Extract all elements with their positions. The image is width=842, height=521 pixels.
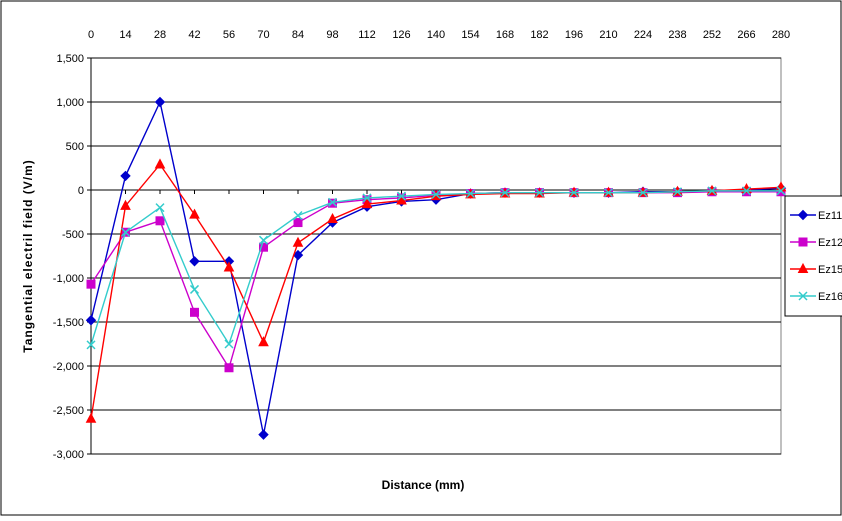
point-x [672,187,683,197]
y-tick-label: -2,000 [53,361,84,373]
point-x [465,188,476,199]
x-tick-label: 196 [565,29,583,41]
point-diamond [154,96,166,108]
legend-item-ez12: Ez12 [790,237,842,249]
point-square [293,218,303,228]
legend-label: Ez15 [818,264,842,276]
y-tick-label: 1,500 [56,53,84,65]
x-tick-label: 280 [772,29,790,41]
point-x [327,197,338,207]
point-triangle [292,236,304,247]
point-x [86,340,96,350]
gridlines [91,57,781,455]
x-tick-label: 42 [188,29,200,41]
point-square [190,307,199,317]
y-tick-label: -2,500 [53,405,84,417]
legend: Ez11 Ez12 Ez15 Ez16 [784,195,842,317]
point-triangle [85,412,97,423]
x-tick-label: 154 [461,29,479,41]
point-x [569,188,579,198]
point-triangle [361,198,373,209]
point-x [534,188,545,198]
y-tick-label: -1,000 [53,273,84,285]
point-x [431,189,441,199]
point-triangle [396,194,407,205]
point-diamond [258,429,269,440]
point-x [638,188,648,198]
y-tick-label: 0 [78,185,84,197]
series-ez16 [86,186,786,350]
point-x [362,193,372,203]
point-x [155,203,165,213]
x-tick-label: 84 [292,29,304,41]
point-triangle [120,199,131,210]
series-group [85,96,787,440]
point-square [798,237,808,247]
point-triangle [797,262,809,273]
legend-item-ez15: Ez15 [790,262,842,276]
legend-item-ez11: Ez11 [790,209,842,222]
x-tick-label: 252 [703,29,721,41]
point-diamond [189,256,200,267]
x-axis-title: Distance (mm) [382,478,465,492]
x-tick-label: 140 [427,29,445,41]
x-tick-label: 98 [326,29,338,41]
x-tick-label: 210 [599,29,617,41]
x-tick-label: 56 [223,29,235,41]
point-square [259,242,268,252]
x-tick-label: 224 [634,29,652,41]
legend-label: Ez12 [818,237,842,249]
point-triangle [223,261,235,272]
point-x [798,291,808,301]
point-x [776,186,786,196]
y-tick-label: -500 [62,229,84,241]
point-diamond [797,209,809,221]
point-diamond [120,170,131,182]
point-x [189,284,200,294]
y-tick-label: 1,000 [56,97,84,109]
point-x [396,191,407,201]
x-tick-label: 28 [154,29,166,41]
point-triangle [258,336,269,347]
legend-label: Ez11 [818,210,842,222]
y-tick-label: -1,500 [53,317,84,329]
x-tick-label: 168 [496,29,514,41]
point-triangle [327,212,338,224]
x-tick-label: 0 [88,29,94,41]
point-x [120,227,131,237]
point-x [707,186,717,196]
x-tick-label: 126 [392,29,410,41]
x-tick-label: 112 [358,29,376,41]
point-x [500,188,510,198]
legend-label: Ez16 [818,291,842,303]
y-axis-title: Tangential electril field (V/m) [21,159,35,352]
plot-area [90,57,782,455]
point-x [603,188,614,198]
x-tick-label: 182 [530,29,548,41]
point-x [224,339,234,349]
point-square [155,216,165,226]
point-x [741,186,752,196]
point-square [86,279,96,289]
axes: 1,500 1,000 500 0 -500 -1,000 -1,500 -2,000 -2,5… [53,29,790,461]
point-triangle [154,158,166,169]
x-tick-label: 70 [257,29,269,41]
point-triangle [189,208,200,219]
x-tick-label: 238 [668,29,686,41]
point-square [224,363,234,373]
y-tick-label: -3,000 [53,449,84,461]
y-tick-label: 500 [66,141,84,153]
point-x [258,235,269,245]
point-diamond [85,315,97,326]
x-tick-label: 266 [737,29,755,41]
legend-item-ez16: Ez16 [790,291,842,303]
point-x [293,210,303,221]
x-tick-label: 14 [119,29,131,41]
point-diamond [292,249,304,261]
